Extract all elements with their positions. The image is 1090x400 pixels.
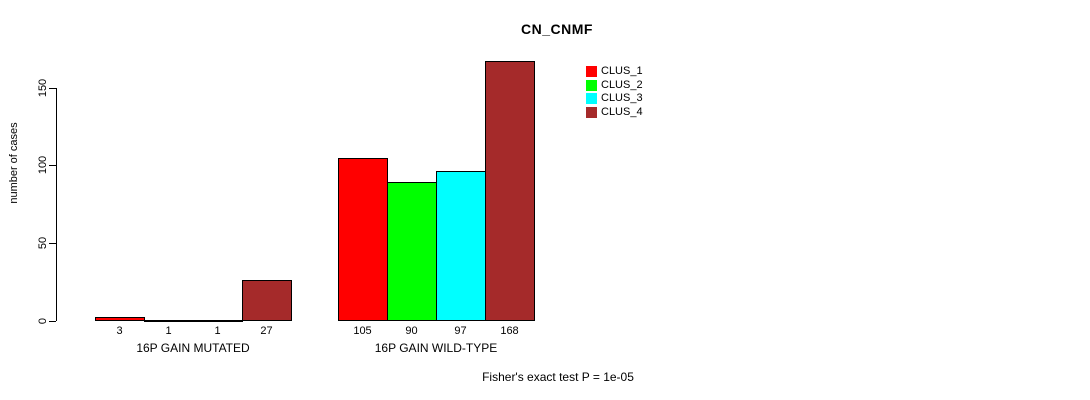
fisher-test-annotation: Fisher's exact test P = 1e-05 (482, 370, 634, 384)
x-category-label: 16P GAIN MUTATED (136, 341, 250, 355)
legend-color-swatch (586, 93, 597, 105)
legend-label: CLUS_1 (601, 65, 643, 78)
legend-label: CLUS_2 (601, 78, 643, 91)
bar-value-label: 105 (353, 325, 372, 337)
legend-item-clus_2: CLUS_2 (586, 79, 643, 93)
legend-item-clus_4: CLUS_4 (586, 106, 643, 120)
bar-value-label: 27 (260, 325, 273, 337)
y-axis-label: number of cases (8, 122, 20, 204)
bar-value-label: 3 (116, 325, 123, 337)
bar-clus_1-group1 (95, 316, 145, 322)
bar-value-label: 168 (500, 325, 519, 337)
y-axis-tick-label: 50 (37, 236, 49, 249)
legend-color-swatch (586, 79, 597, 91)
y-axis-tick-label: 100 (37, 155, 49, 175)
y-axis-tick (49, 242, 56, 244)
y-axis-tick-label: 150 (37, 78, 49, 97)
bar-clus_4-group2 (485, 60, 535, 322)
bar-value-label: 90 (405, 325, 418, 337)
x-category-label: 16P GAIN WILD-TYPE (374, 341, 498, 355)
bar-clus_3-group1 (193, 319, 243, 322)
y-axis-line (56, 87, 57, 321)
legend-color-swatch (586, 106, 597, 118)
legend-label: CLUS_4 (601, 105, 643, 118)
chart-title: CN_CNMF (521, 21, 593, 37)
legend: CLUS_1 CLUS_2 CLUS_3 CLUS_4 (586, 65, 643, 119)
y-axis-tick (49, 165, 56, 167)
bar-clus_1-group2 (338, 158, 388, 322)
bar-value-label: 1 (165, 325, 172, 337)
bar-clus_2-group2 (387, 181, 437, 322)
y-axis-tick (49, 320, 56, 322)
bar-clus_3-group2 (436, 170, 486, 322)
y-axis-tick-label: 0 (37, 317, 49, 324)
legend-item-clus_1: CLUS_1 (586, 65, 643, 79)
legend-label: CLUS_3 (601, 92, 643, 105)
y-axis-tick (49, 87, 56, 89)
bar-clus_4-group1 (242, 279, 292, 322)
legend-item-clus_3: CLUS_3 (586, 92, 643, 106)
bar-value-label: 97 (454, 325, 467, 337)
bar-value-label: 1 (214, 325, 221, 337)
bar-clus_2-group1 (144, 319, 194, 322)
legend-color-swatch (586, 66, 597, 78)
